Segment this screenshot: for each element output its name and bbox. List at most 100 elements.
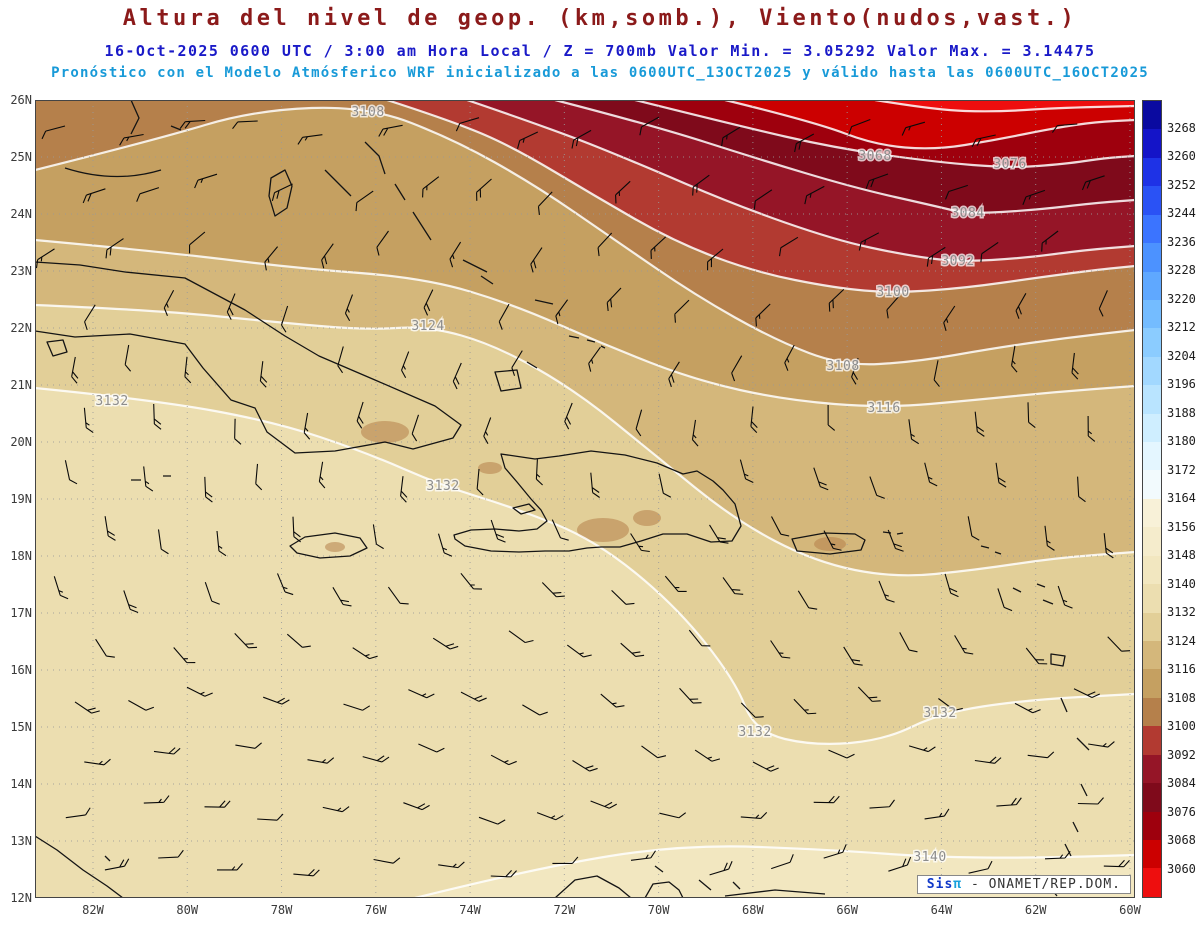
lat-label: 26N bbox=[10, 93, 32, 107]
colorbar-label: 3156 bbox=[1167, 519, 1196, 534]
coastline-lesser-antilles bbox=[980, 545, 1090, 897]
colorbar-cell bbox=[1143, 726, 1161, 755]
lat-label: 16N bbox=[10, 663, 32, 677]
coastline-abc-islands bbox=[654, 865, 741, 891]
coastline-cuba bbox=[35, 261, 462, 454]
lon-label: 70W bbox=[647, 903, 670, 917]
coastline-cayman bbox=[131, 475, 171, 481]
colorbar-label: 3268 bbox=[1167, 120, 1196, 135]
wind-barbs bbox=[35, 116, 1131, 878]
lat-label: 25N bbox=[10, 150, 32, 164]
colorbar-cell bbox=[1143, 527, 1161, 556]
lon-label: 68W bbox=[742, 903, 764, 917]
coastline-south-america bbox=[554, 875, 826, 898]
page-title: Altura del nivel de geop. (km,somb.), Vi… bbox=[122, 6, 1078, 31]
svg-text:3140: 3140 bbox=[913, 850, 946, 865]
lon-label: 64W bbox=[930, 903, 953, 917]
lon-label: 76W bbox=[364, 903, 387, 917]
colorbar-label: 3260 bbox=[1167, 149, 1196, 163]
lat-label: 14N bbox=[10, 777, 32, 791]
colorbar-label: 3116 bbox=[1167, 662, 1196, 676]
colorbar-label: 3196 bbox=[1167, 377, 1196, 391]
colorbar-cell bbox=[1143, 584, 1161, 613]
lat-label: 20N bbox=[10, 435, 32, 449]
lon-label: 60W bbox=[1119, 903, 1141, 917]
lon-label: 82W bbox=[82, 903, 104, 917]
lat-label: 12N bbox=[10, 891, 32, 905]
colorbar-cell bbox=[1143, 783, 1161, 812]
colorbar-cell bbox=[1143, 641, 1161, 670]
colorbar-label: 3188 bbox=[1167, 405, 1196, 420]
svg-text:3132: 3132 bbox=[426, 479, 459, 494]
colorbar bbox=[1142, 100, 1162, 898]
colorbar-cell bbox=[1143, 612, 1161, 642]
colorbar-label: 3172 bbox=[1167, 462, 1196, 477]
lat-label: 21N bbox=[10, 378, 32, 392]
colorbar-label: 3100 bbox=[1167, 719, 1196, 733]
colorbar-label: 3084 bbox=[1167, 776, 1196, 790]
colorbar-label: 3076 bbox=[1167, 804, 1196, 819]
coastline-inagua bbox=[494, 361, 538, 392]
lat-label: 19N bbox=[10, 492, 32, 506]
attribution-box: Sisπ - ONAMET/REP.DOM. bbox=[916, 875, 1131, 894]
colorbar-label: 3140 bbox=[1167, 576, 1196, 591]
colorbar-cell bbox=[1143, 101, 1161, 130]
map-canvas: 3108 3068 3076 3084 3092 3100 3124 3108 3132 3116… bbox=[35, 100, 1135, 898]
colorbar-label: 3244 bbox=[1167, 206, 1196, 220]
colorbar-cell bbox=[1143, 839, 1161, 869]
colorbar-label: 3068 bbox=[1167, 833, 1196, 847]
colorbar-cell bbox=[1143, 214, 1161, 244]
lon-label: 80W bbox=[176, 903, 199, 917]
svg-text:3100: 3100 bbox=[876, 285, 909, 300]
colorbar-cell bbox=[1143, 129, 1161, 158]
lon-label: 62W bbox=[1024, 903, 1047, 917]
lon-label: 72W bbox=[553, 903, 576, 917]
colorbar-label: 3132 bbox=[1167, 605, 1196, 619]
colorbar-cell bbox=[1143, 498, 1161, 528]
svg-text:3132: 3132 bbox=[95, 394, 128, 409]
colorbar-cell bbox=[1143, 811, 1161, 840]
colorbar-cell bbox=[1143, 413, 1161, 443]
colorbar-cell bbox=[1143, 442, 1161, 471]
coastline-bahamas bbox=[170, 125, 554, 305]
lat-label: 18N bbox=[10, 549, 32, 563]
coastline-gonave bbox=[512, 503, 536, 515]
svg-text:3124: 3124 bbox=[411, 319, 444, 334]
colorbar-cell bbox=[1143, 243, 1161, 272]
colorbar-label: 3204 bbox=[1167, 348, 1196, 363]
colorbar-label: 3124 bbox=[1167, 633, 1196, 648]
colorbar-label: 3236 bbox=[1167, 234, 1196, 249]
colorbar-cell bbox=[1143, 754, 1161, 784]
colorbar-cell bbox=[1143, 555, 1161, 585]
lat-label: 13N bbox=[10, 834, 32, 848]
lat-label: 17N bbox=[10, 606, 32, 620]
svg-text:3068: 3068 bbox=[858, 149, 891, 164]
sispi-logo: Sis bbox=[926, 877, 954, 892]
svg-text:3108: 3108 bbox=[826, 359, 859, 374]
svg-text:3132: 3132 bbox=[738, 725, 771, 740]
colorbar-label: 3180 bbox=[1167, 434, 1196, 448]
coastline-nicaragua bbox=[35, 835, 124, 898]
colorbar-label: 3148 bbox=[1167, 548, 1196, 562]
svg-text:3108: 3108 bbox=[351, 105, 384, 120]
colorbar-cell bbox=[1143, 157, 1161, 187]
colorbar-cell bbox=[1143, 470, 1161, 499]
subtitle-run-info: 16-Oct-2025 0600 UTC / 3:00 am Hora Loca… bbox=[104, 42, 1096, 60]
grid-lines bbox=[35, 100, 1135, 898]
colorbar-cell bbox=[1143, 868, 1161, 897]
colorbar-label: 3108 bbox=[1167, 690, 1196, 705]
lon-label: 78W bbox=[270, 903, 293, 917]
coastline-isla-juventud bbox=[46, 339, 68, 357]
lat-label: 24N bbox=[10, 207, 32, 221]
colorbar-label: 3252 bbox=[1167, 177, 1196, 192]
lon-label: 66W bbox=[836, 903, 858, 917]
attribution-text: - ONAMET/REP.DOM. bbox=[970, 877, 1121, 892]
svg-text:3132: 3132 bbox=[923, 706, 956, 721]
coastline-hispaniola bbox=[453, 450, 742, 553]
colorbar-cell bbox=[1143, 271, 1161, 300]
colorbar-label: 3220 bbox=[1167, 291, 1196, 306]
sispi-logo-pi: π bbox=[953, 877, 963, 892]
contour-labels: 3108 3068 3076 3084 3092 3100 3124 3108 3132 3116… bbox=[94, 104, 1028, 867]
lon-label: 74W bbox=[459, 903, 481, 917]
